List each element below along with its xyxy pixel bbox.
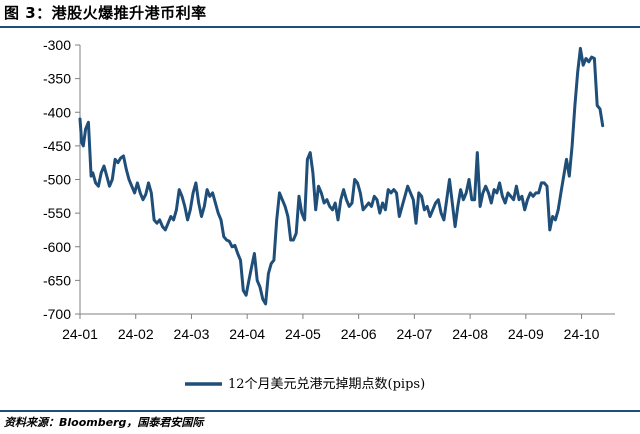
- x-tick-label: 24-09: [508, 326, 544, 342]
- y-tick-label: -350: [43, 71, 71, 87]
- y-tick-label: -600: [43, 239, 71, 255]
- x-tick-label: 24-08: [452, 326, 488, 342]
- y-tick-label: -650: [43, 272, 71, 288]
- series-line: [78, 46, 605, 306]
- y-tick-label: -550: [43, 205, 71, 221]
- y-tick-label: -300: [43, 37, 71, 53]
- x-tick-label: 24-06: [341, 326, 377, 342]
- x-tick-label: 24-01: [62, 326, 98, 342]
- y-tick-label: -700: [43, 306, 71, 322]
- title-divider: [0, 26, 640, 28]
- x-tick-label: 24-10: [564, 326, 600, 342]
- x-tick-label: 24-02: [118, 326, 154, 342]
- y-tick-label: -500: [43, 172, 71, 188]
- y-tick-label: -450: [43, 138, 71, 154]
- y-tick-label: -400: [43, 104, 71, 120]
- x-tick-label: 24-07: [396, 326, 432, 342]
- x-tick-label: 24-03: [174, 326, 210, 342]
- x-tick-label: 24-05: [285, 326, 321, 342]
- legend-label: 12个月美元兑港元掉期点数(pips): [228, 377, 425, 392]
- x-tick-label: 24-04: [229, 326, 265, 342]
- footer-divider: [0, 410, 640, 412]
- page-title: 图 3：港股火爆推升港币利率: [4, 4, 207, 22]
- source-note: 资料来源：Bloomberg，国泰君安国际: [4, 416, 204, 429]
